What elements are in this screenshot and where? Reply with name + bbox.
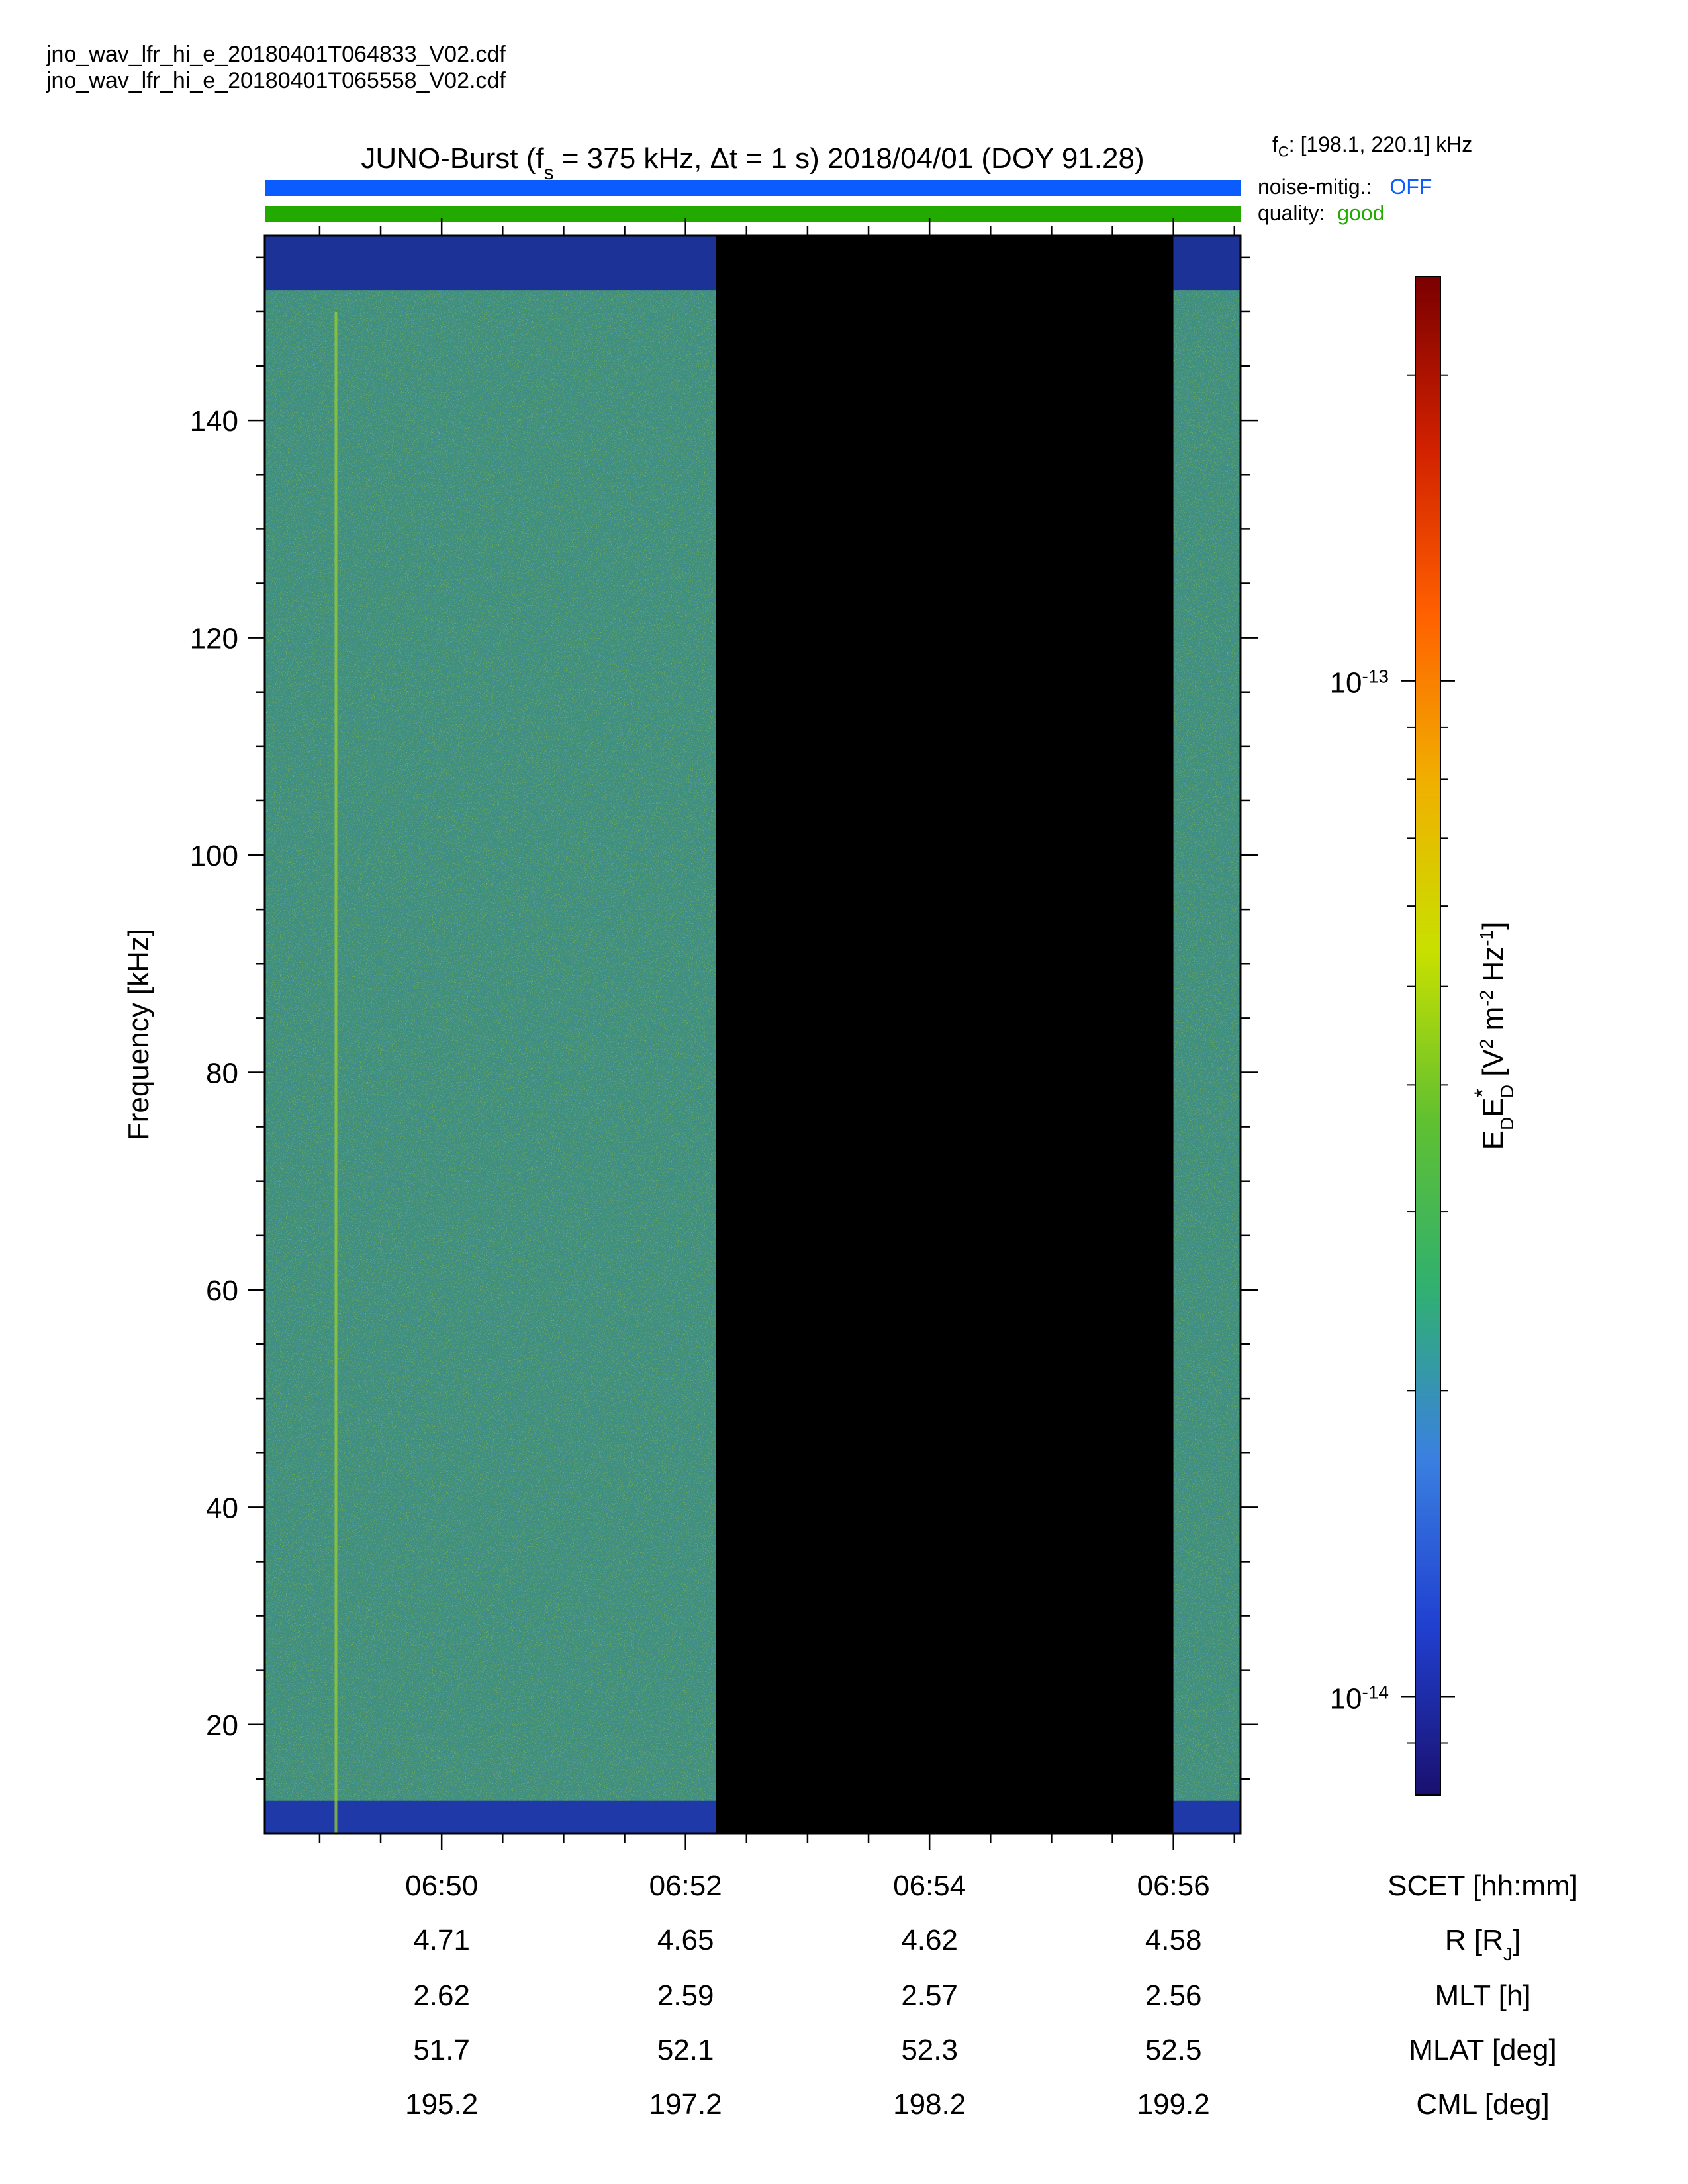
ephemeris-value: 52.3 [901, 2034, 958, 2066]
spectrum-high-speckle [1173, 236, 1241, 1833]
filename-2: jno_wav_lfr_hi_e_20180401T065558_V02.cdf [46, 68, 506, 93]
high-frequency-cutoff [1173, 236, 1241, 291]
noise-mitig-label: noise-mitig.: [1258, 175, 1372, 199]
ephemeris-header: MLT [h] [1434, 1979, 1530, 2012]
low-frequency-cutoff [265, 1800, 716, 1833]
ephemeris-header: SCET [hh:mm] [1387, 1870, 1578, 1902]
ephemeris-header: CML [deg] [1416, 2088, 1549, 2120]
ephemeris-header: MLAT [deg] [1409, 2034, 1556, 2066]
axes: 20 40 60 80 100 120 140 [190, 218, 1258, 1850]
ephemeris-value: 52.1 [657, 2034, 714, 2066]
quality-bar [265, 206, 1241, 222]
colorbar [1415, 276, 1441, 1796]
ephemeris-value: 4.58 [1145, 1924, 1202, 1956]
noise-mitig-bar [265, 180, 1241, 196]
fc-symbol: f [1272, 132, 1278, 156]
colorbar-label-text: EDE*D [V2 m-2 Hz-1] [1470, 922, 1517, 1150]
y-tick-label: 100 [190, 840, 238, 872]
colorbar-tick-label: 10-14 [1330, 1682, 1389, 1715]
x-tick-label: 06:56 [1137, 1870, 1210, 1902]
y-tick-label: 20 [206, 1709, 238, 1742]
low-frequency-enhancement [1173, 1735, 1241, 1801]
spectrogram-area [265, 236, 1241, 1833]
filename-1: jno_wav_lfr_hi_e_20180401T064833_V02.cdf [46, 42, 506, 67]
colorbar-label: EDE*D [V2 m-2 Hz-1] [1470, 922, 1517, 1150]
plot-frame [263, 234, 1242, 1835]
fc-label: fC: [198.1, 220.1] kHz [1272, 132, 1472, 163]
quality-status: quality: good [1258, 201, 1384, 225]
y-tick-label: 40 [206, 1492, 238, 1524]
ephemeris-value: 195.2 [405, 2088, 478, 2120]
low-frequency-enhancement [265, 1735, 716, 1801]
spectrum-high-speckle [265, 236, 716, 1833]
ephemeris-value: 51.7 [413, 2034, 470, 2066]
ephemeris-header: R [RJ] [1445, 1924, 1521, 1964]
noise-mitig-status: noise-mitig.: OFF [1258, 175, 1432, 199]
low-frequency-cutoff [1173, 1800, 1241, 1833]
noise-mitig-value: OFF [1389, 175, 1432, 199]
x-tick-label: 06:50 [405, 1870, 478, 1902]
colorbar-ticks: 10-13 10-14 [1330, 374, 1455, 1744]
ephemeris-table: 06:50 06:52 06:54 06:56 4.71 4.65 4.62 4.58 2.62… [405, 1870, 1578, 2120]
ephemeris-value: 2.57 [901, 1979, 958, 2012]
fc-subscript: C [1278, 143, 1289, 160]
ephemeris-value: 4.62 [901, 1924, 958, 1956]
quality-label: quality: [1258, 201, 1325, 225]
ephemeris-value: 2.59 [657, 1979, 714, 2012]
quality-value: good [1337, 201, 1385, 225]
y-tick-label: 60 [206, 1275, 238, 1307]
spectrum-segment-1 [265, 236, 716, 1833]
narrowband-line [334, 311, 338, 1833]
y-tick-label: 140 [190, 405, 238, 437]
x-tick-label: 06:54 [893, 1870, 966, 1902]
data-gap [716, 236, 1174, 1833]
high-frequency-cutoff [265, 236, 716, 291]
ephemeris-value: 197.2 [649, 2088, 722, 2120]
chart-title: JUNO-Burst (fs = 375 kHz, Δt = 1 s) 2018… [361, 142, 1144, 184]
ephemeris-value: 199.2 [1137, 2088, 1210, 2120]
ephemeris-value: 4.71 [413, 1924, 470, 1956]
spectrum-segment-2 [1173, 236, 1241, 1833]
ephemeris-value: 198.2 [893, 2088, 966, 2120]
colorbar-tick-label: 10-13 [1330, 666, 1389, 700]
ephemeris-value: 2.62 [413, 1979, 470, 2012]
fc-value: : [198.1, 220.1] kHz [1288, 132, 1473, 156]
x-tick-label: 06:52 [649, 1870, 722, 1902]
ephemeris-value: 4.65 [657, 1924, 714, 1956]
ephemeris-value: 2.56 [1145, 1979, 1202, 2012]
y-tick-label: 80 [206, 1057, 238, 1089]
y-axis-label: Frequency [kHz] [122, 929, 155, 1140]
y-tick-label: 120 [190, 623, 238, 655]
ephemeris-value: 52.5 [1145, 2034, 1202, 2066]
